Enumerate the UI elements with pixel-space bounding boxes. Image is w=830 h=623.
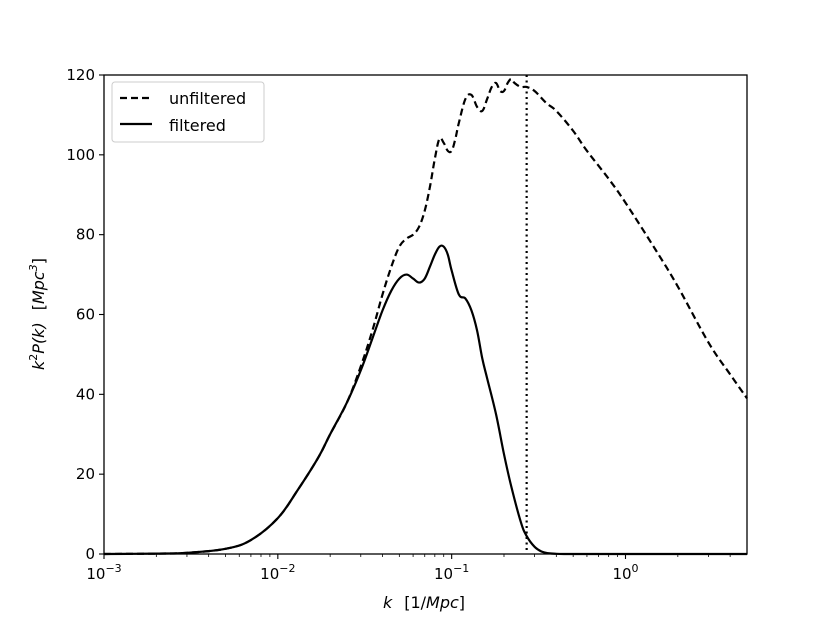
y-tick-label: 80: [76, 226, 95, 244]
y-tick-label: 120: [66, 66, 95, 84]
legend-filtered-label: filtered: [169, 116, 226, 135]
legend-box: [111, 81, 265, 143]
y-axis-label-unit-close: ]: [29, 258, 48, 264]
y-axis-label-sup1: 2: [27, 354, 40, 361]
y-axis-label-pk: P(k): [29, 322, 48, 353]
x-axis-label-unit: [1/: [404, 593, 426, 612]
x-axis-ticks: 10−3 10−2 10−1 100: [86, 554, 731, 583]
y-axis-label-k: k: [29, 360, 48, 370]
series-group: [103, 77, 748, 556]
y-axis-label-sup2: 3: [27, 264, 40, 271]
y-axis-label-unit-italic: Mpc: [29, 271, 48, 304]
x-tick-label: 100: [612, 562, 638, 583]
x-tick-label: 10−2: [260, 562, 295, 583]
y-tick-label: 20: [76, 465, 95, 483]
y-axis-label-unit-open: [: [29, 304, 48, 310]
y-axis-label: k2P(k) [Mpc3]: [27, 258, 48, 370]
y-tick-label: 40: [76, 385, 95, 403]
x-axis-label-var: k: [383, 593, 393, 612]
y-tick-label: 100: [66, 146, 95, 164]
plot-frame: [103, 74, 748, 555]
x-tick-label: 10−1: [434, 562, 469, 583]
y-tick-label: 0: [85, 545, 95, 563]
legend: unfiltered filtered: [111, 81, 265, 143]
x-axis-label-unit-italic: Mpc: [426, 593, 459, 612]
x-tick-label: 10−3: [86, 562, 121, 583]
x-axis-label-unit-end: ]: [459, 593, 465, 612]
legend-unfiltered-label: unfiltered: [169, 89, 246, 108]
y-axis-ticks: 0 20 40 60 80 100 120: [66, 66, 104, 563]
x-axis-label: k [1/Mpc]: [383, 593, 465, 612]
series-line-filtered: [103, 244, 747, 556]
series-line-unfiltered: [103, 77, 748, 556]
y-tick-label: 60: [76, 306, 95, 324]
